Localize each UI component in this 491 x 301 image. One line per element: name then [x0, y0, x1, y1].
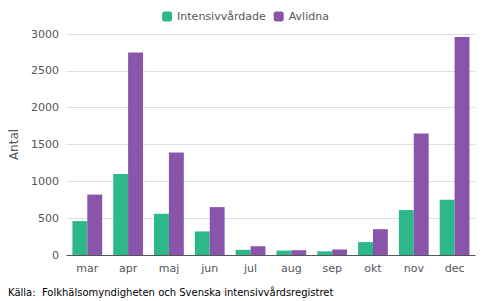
svg-text:okt: okt [364, 262, 382, 275]
svg-text:2000: 2000 [31, 101, 59, 114]
svg-text:jun: jun [200, 262, 218, 275]
svg-text:Intensivvårdade: Intensivvårdade [177, 10, 266, 23]
svg-text:0: 0 [52, 249, 59, 262]
svg-text:jul: jul [243, 262, 257, 275]
svg-text:1000: 1000 [31, 175, 59, 188]
svg-text:Avlidna: Avlidna [289, 10, 329, 23]
svg-text:dec: dec [445, 262, 465, 275]
svg-text:aug: aug [281, 262, 302, 275]
svg-text:apr: apr [119, 262, 138, 275]
svg-text:Antal: Antal [7, 129, 21, 160]
svg-text:1500: 1500 [31, 138, 59, 151]
svg-text:500: 500 [38, 212, 59, 225]
svg-text:2500: 2500 [31, 64, 59, 77]
svg-text:sep: sep [322, 262, 341, 275]
svg-text:nov: nov [404, 262, 425, 275]
svg-text:Källa: Folkhälsomyndigheten o: Källa: Folkhälsomyndigheten och Svenska … [8, 286, 333, 298]
svg-text:mar: mar [76, 262, 98, 275]
svg-text:3000: 3000 [31, 28, 59, 41]
svg-text:maj: maj [159, 262, 180, 275]
